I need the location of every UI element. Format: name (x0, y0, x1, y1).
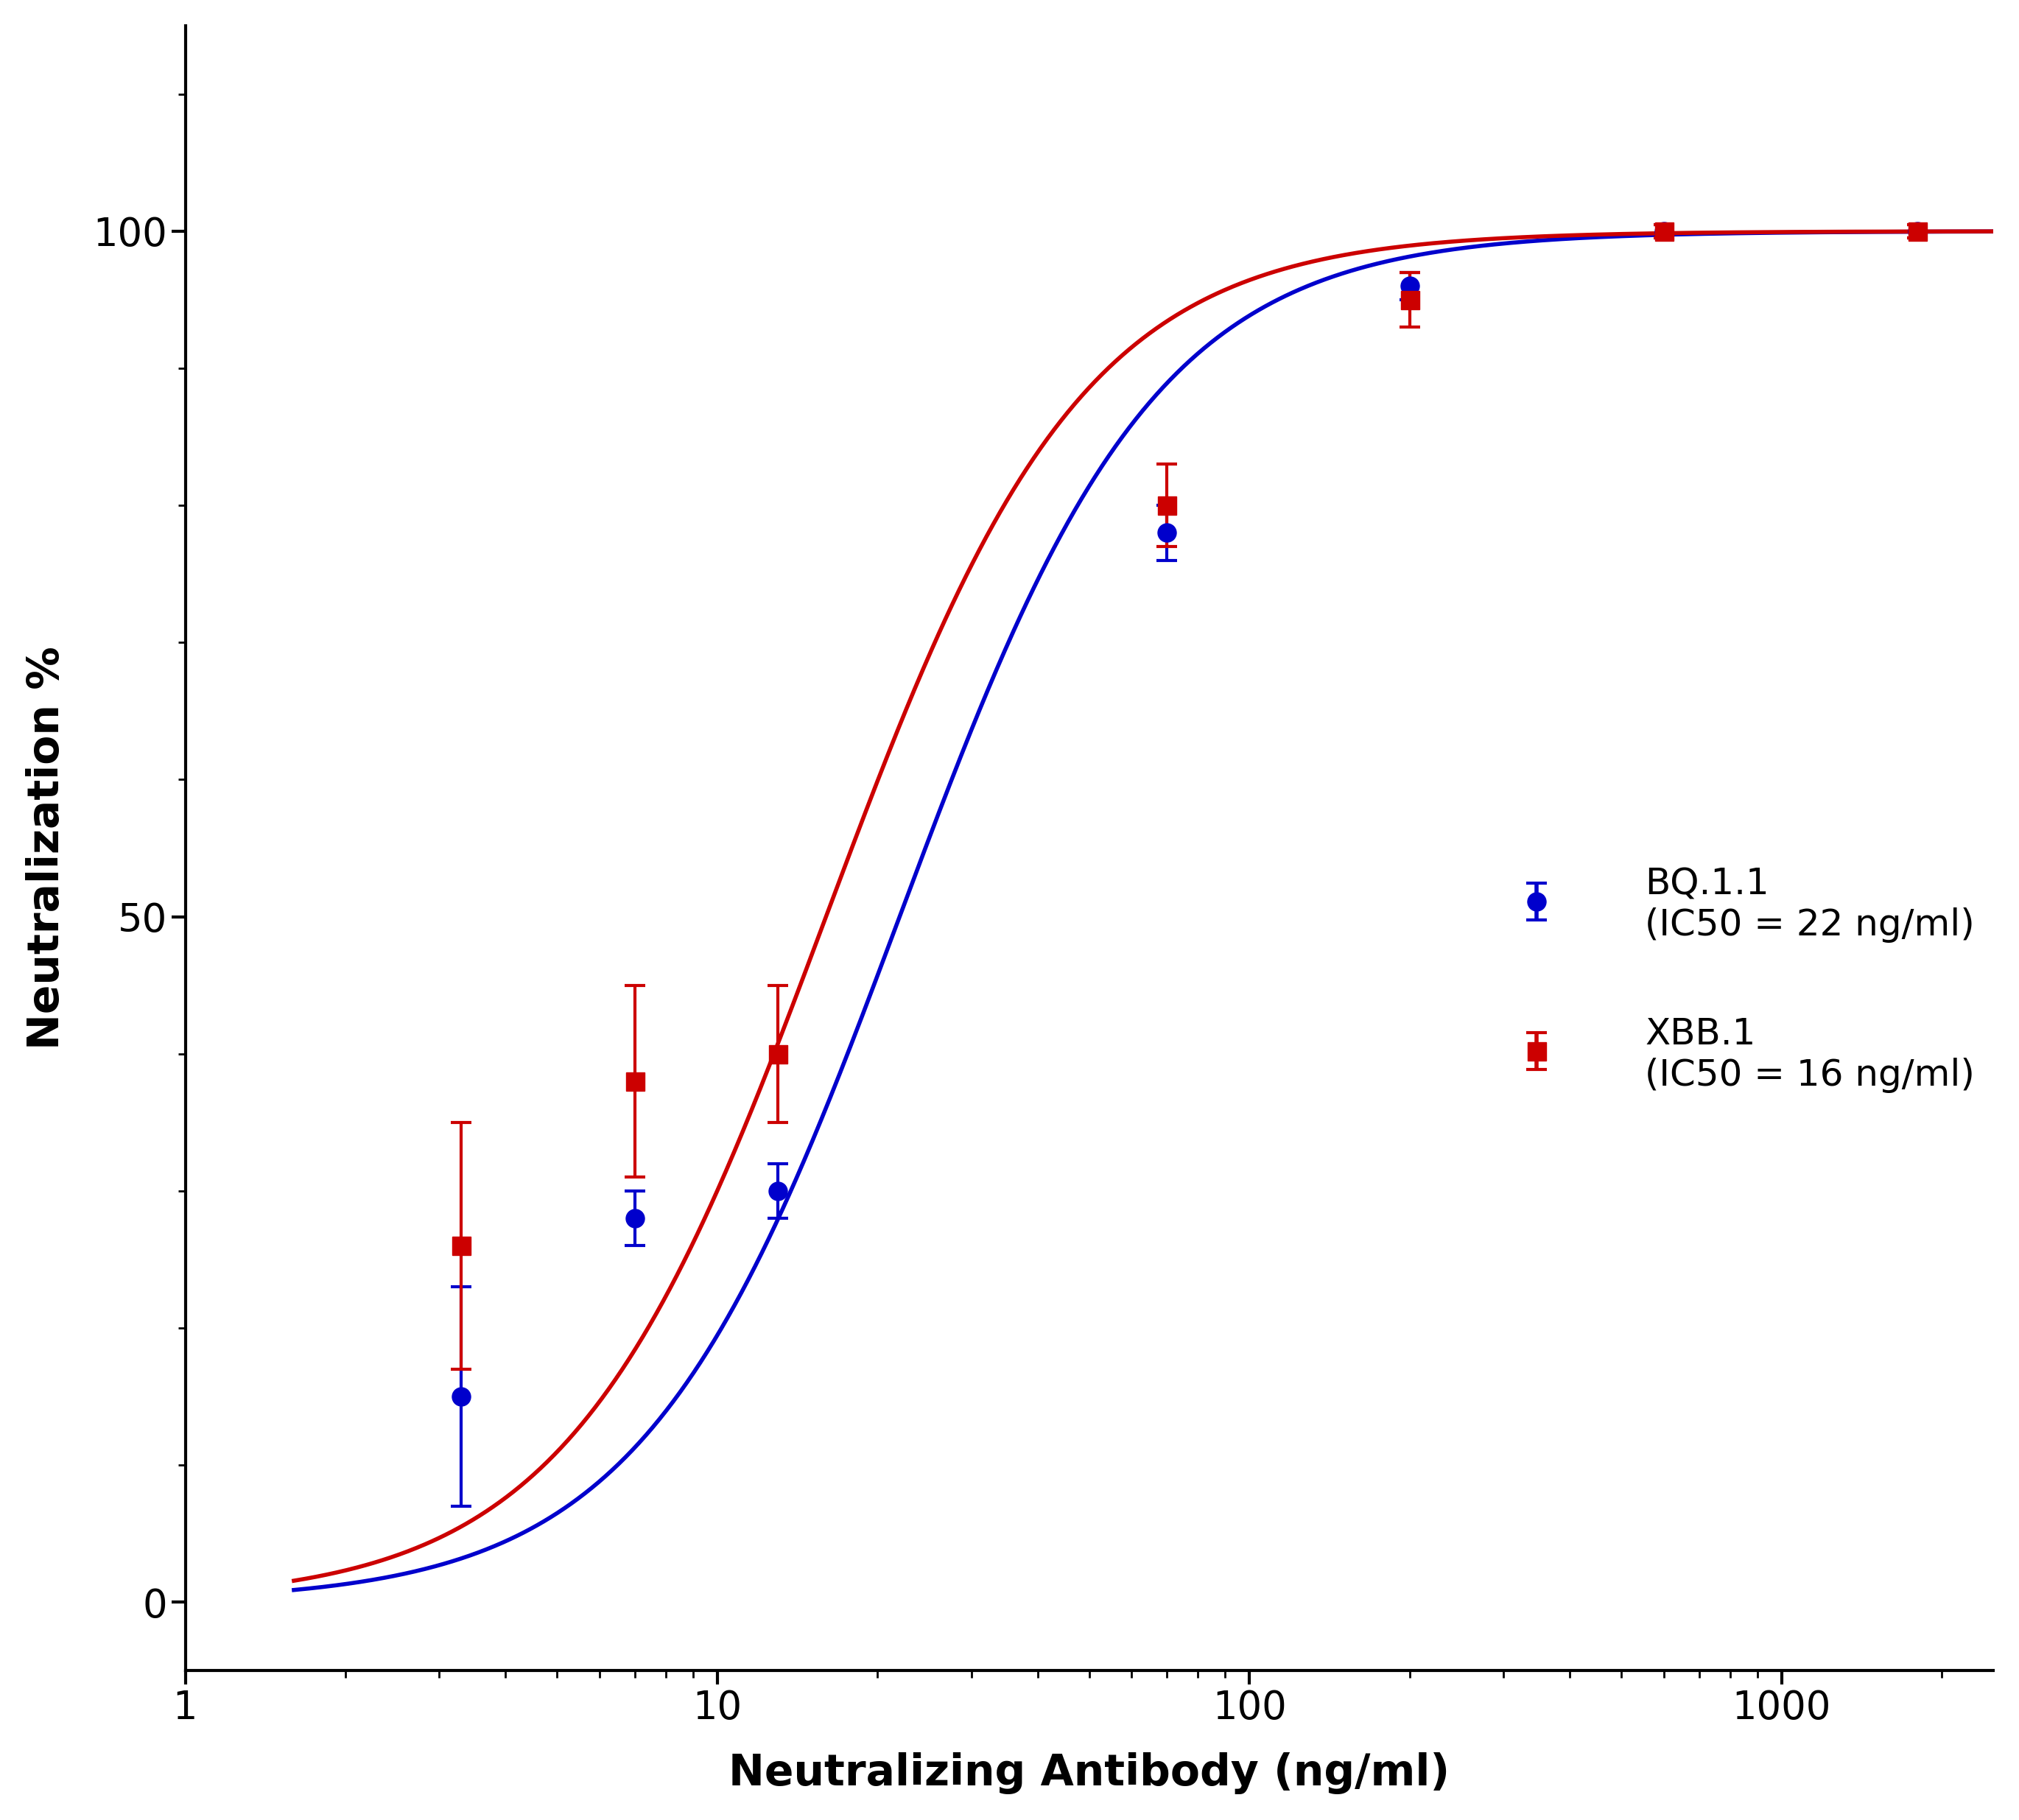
X-axis label: Neutralizing Antibody (ng/ml): Neutralizing Antibody (ng/ml) (729, 1753, 1450, 1795)
Y-axis label: Neutralization %: Neutralization % (26, 646, 67, 1050)
Legend: BQ.1.1
(IC50 = 22 ng/ml), XBB.1
(IC50 = 16 ng/ml): BQ.1.1 (IC50 = 22 ng/ml), XBB.1 (IC50 = … (1472, 866, 1975, 1092)
